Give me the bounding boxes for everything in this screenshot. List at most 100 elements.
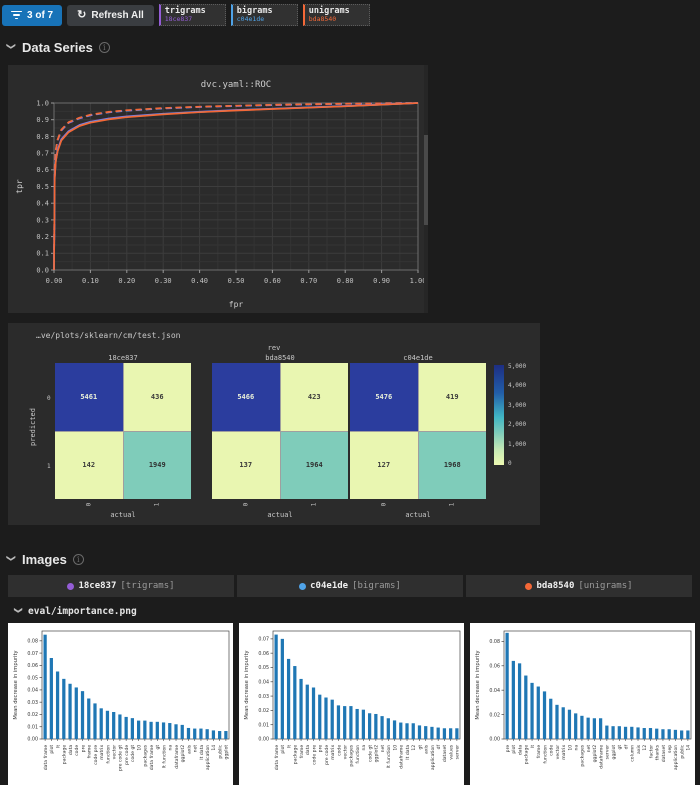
svg-text:14: 14 [211, 745, 217, 751]
svg-text:data frame: data frame [274, 745, 280, 771]
svg-text:0.08: 0.08 [489, 639, 500, 645]
svg-text:data: data [517, 745, 523, 756]
svg-text:0.04: 0.04 [258, 679, 269, 685]
svg-text:gt: gt [155, 745, 161, 750]
svg-text:0.1: 0.1 [36, 250, 49, 258]
svg-text:axis: axis [636, 744, 642, 754]
cm-cell: 1964 [280, 431, 348, 499]
cm-cell: 142 [55, 431, 123, 499]
svg-text:0.00: 0.00 [489, 737, 500, 743]
experiment-chip-bigrams[interactable]: bigrams c04e1de [230, 4, 298, 26]
data-series-title: Data Series [22, 39, 93, 55]
svg-text:12: 12 [642, 745, 648, 751]
svg-text:12: 12 [411, 745, 417, 751]
cm-y-tick-1: 1 [47, 463, 51, 470]
svg-text:server: server [605, 745, 611, 760]
svg-text:packages: packages [580, 744, 586, 766]
svg-text:0.0: 0.0 [36, 266, 49, 274]
confusion-matrix-bda8540[interactable]: 5466 423 137 1964 [212, 363, 348, 499]
svg-text:0.02: 0.02 [489, 712, 500, 718]
svg-text:0.7: 0.7 [36, 150, 49, 158]
images-title: Images [22, 551, 67, 567]
roc-panel-scrollbar[interactable] [424, 65, 428, 313]
svg-text:lt data: lt data [405, 745, 411, 760]
experiment-chip-trigrams[interactable]: trigrams 18ce837 [158, 4, 226, 26]
confusion-matrix-c04e1de[interactable]: 5476 419 127 1968 [350, 363, 486, 499]
importance-chart-trigrams[interactable]: 0.00 0.01 0.02 0.03 0.04 0.05 0.06 0.07 0.08 data… [8, 623, 233, 785]
filter-count-badge[interactable]: 3 of 7 [2, 4, 63, 26]
svg-text:matrix: matrix [99, 745, 105, 760]
experiment-chip-unigrams[interactable]: unigrams bda8540 [302, 4, 370, 26]
cm-cell: 419 [418, 363, 486, 431]
svg-text:0.02: 0.02 [258, 708, 269, 714]
svg-text:0.00: 0.00 [27, 737, 38, 743]
confusion-matrix-18ce837[interactable]: 5461 436 142 1949 [55, 363, 191, 499]
legend-branch: [bigrams] [352, 581, 401, 591]
svg-text:axis: axis [186, 744, 192, 754]
svg-text:plot: plot [511, 745, 517, 754]
svg-text:0.07: 0.07 [27, 651, 38, 657]
svg-text:0.07: 0.07 [258, 637, 269, 643]
svg-text:dataframe: dataframe [399, 745, 405, 769]
svg-text:df: df [436, 744, 442, 749]
svg-text:data frame: data frame [149, 745, 155, 771]
svg-text:lt: lt [530, 745, 536, 748]
svg-text:0.4: 0.4 [36, 200, 49, 208]
legend-cell-c04e1de[interactable]: c04e1de [bigrams] [237, 575, 463, 597]
svg-text:net: net [380, 745, 386, 753]
refresh-all-button[interactable]: ↻ Refresh All [67, 4, 154, 26]
svg-text:ggplot2: ggplot2 [180, 745, 186, 763]
svg-text:pre: pre [80, 745, 86, 753]
cm-y-tick-0: 0 [47, 395, 51, 402]
chevron-down-icon: ❯ [14, 607, 23, 614]
cm-cell: 127 [350, 431, 418, 499]
images-section-header[interactable]: ❯ Images i [6, 549, 700, 569]
svg-text:net: net [193, 745, 199, 753]
svg-text:package: package [524, 745, 530, 765]
svg-text:data frame: data frame [43, 745, 49, 771]
svg-text:pre code: pre code [324, 745, 330, 765]
importance-chart-bigrams[interactable]: 0.00 0.01 0.02 0.03 0.04 0.05 0.06 0.07 data fra… [239, 623, 464, 785]
importance-chart-unigrams[interactable]: 0.00 0.02 0.04 0.06 0.08 pre plot data package lt… [470, 623, 695, 785]
svg-text:0.04: 0.04 [489, 688, 500, 694]
svg-text:na: na [362, 745, 367, 751]
refresh-icon: ↻ [77, 8, 87, 21]
svg-text:dataframe: dataframe [598, 745, 604, 769]
svg-text:vector: vector [342, 745, 348, 760]
confusion-matrix-panel[interactable]: …ve/plots/sklearn/cm/test.json rev 18ce8… [8, 323, 540, 525]
svg-text:code gt: code gt [130, 745, 136, 762]
svg-text:0.6: 0.6 [36, 166, 49, 174]
svg-text:lt: lt [55, 745, 61, 748]
svg-text:gt: gt [617, 745, 623, 750]
svg-text:pre: pre [318, 745, 324, 753]
data-series-section-header[interactable]: ❯ Data Series i [6, 37, 700, 57]
svg-text:packages: packages [143, 744, 149, 766]
roc-plot-panel[interactable]: 0.00 0.10 0.20 0.30 0.40 0.50 0.60 0.70 0.80 0.90… [8, 65, 428, 313]
svg-text:sep: sep [668, 745, 673, 753]
svg-text:dataframe: dataframe [174, 745, 180, 769]
svg-text:0.02: 0.02 [27, 712, 38, 718]
revision-dot-icon [299, 582, 307, 590]
svg-text:application: application [205, 745, 211, 770]
svg-text:0.8: 0.8 [36, 133, 49, 141]
svg-text:0.04: 0.04 [27, 688, 38, 694]
svg-text:code pre: code pre [93, 745, 99, 765]
svg-text:ggplot2: ggplot2 [374, 745, 380, 763]
chevron-down-icon: ❯ [6, 42, 17, 50]
cm-cell: 5461 [55, 363, 123, 431]
svg-text:values: values [448, 744, 454, 760]
legend-cell-18ce837[interactable]: 18ce837 [trigrams] [8, 575, 234, 597]
cm-colorbar-ticks: 5,000 4,000 3,000 2,000 1,000 0 [508, 363, 527, 467]
legend-cell-bda8540[interactable]: bda8540 [unigrams] [466, 575, 692, 597]
chevron-down-icon: ❯ [6, 554, 17, 562]
importance-file-header[interactable]: ❯ eval/importance.png [14, 604, 700, 619]
svg-text:server: server [455, 745, 461, 760]
svg-text:code gt: code gt [367, 745, 373, 762]
svg-text:package: package [293, 745, 299, 765]
svg-text:code pre: code pre [311, 745, 317, 765]
svg-text:dvc.yaml::ROC: dvc.yaml::ROC [201, 80, 271, 90]
experiment-hash: bda8540 [308, 15, 337, 24]
cm-x-axis-label-2: actual [405, 511, 431, 519]
svg-text:lt data: lt data [199, 745, 205, 760]
experiment-hash: c04e1de [236, 15, 265, 24]
